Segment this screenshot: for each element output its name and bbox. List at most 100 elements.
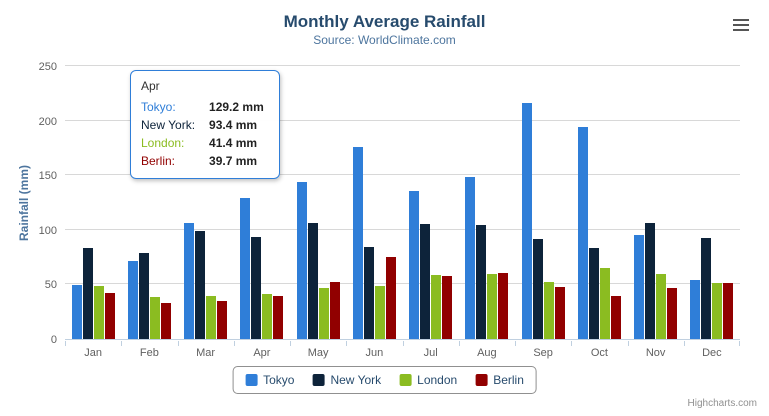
bar-tokyo-oct[interactable] (577, 127, 588, 339)
y-axis-tick-label: 100 (38, 224, 57, 237)
tooltip-row: Berlin: 39.7 mm (141, 152, 264, 170)
x-axis-tick (739, 341, 740, 346)
bar-london-apr[interactable] (262, 293, 273, 339)
x-axis-tick (515, 341, 516, 346)
bar-london-dec[interactable] (712, 283, 723, 339)
bar-tokyo-mar[interactable] (184, 222, 195, 339)
bar-new-york-apr[interactable] (251, 237, 262, 339)
bar-berlin-oct[interactable] (610, 296, 621, 339)
x-axis-category-label: Feb (139, 347, 159, 359)
x-axis-tick (402, 341, 404, 346)
export-menu-button[interactable] (729, 16, 753, 34)
legend-item-tokyo[interactable]: Tokyo (245, 373, 294, 387)
gridline (65, 228, 740, 230)
bar-new-york-oct[interactable] (588, 247, 599, 339)
bar-tokyo-sep[interactable] (521, 102, 532, 339)
bar-berlin-jul[interactable] (442, 276, 453, 339)
bar-berlin-may[interactable] (329, 281, 340, 339)
tooltip-series-value: 39.7 mm (209, 154, 258, 168)
bar-berlin-apr[interactable] (273, 295, 284, 339)
tooltip-header: Apr (141, 79, 160, 93)
gridline (65, 283, 740, 285)
tooltip-row: New York: 93.4 mm (141, 116, 264, 134)
bar-london-oct[interactable] (599, 267, 610, 339)
bar-new-york-jul[interactable] (420, 224, 431, 339)
tooltip-row: London: 41.4 mm (141, 134, 264, 152)
tooltip-row: Tokyo: 129.2 mm (141, 98, 264, 116)
gridline (65, 65, 740, 66)
x-axis-tick (571, 341, 573, 346)
bar-berlin-mar[interactable] (217, 301, 228, 339)
credits-link[interactable]: Highcharts.com (687, 398, 757, 409)
x-axis-category-label: Oct (590, 347, 608, 359)
x-axis-category-label: Mar (196, 347, 216, 359)
bar-new-york-aug[interactable] (476, 225, 487, 339)
legend-item-london[interactable]: London (399, 373, 457, 387)
x-axis-category-label: Jan (84, 347, 102, 359)
legend: Tokyo New York London Berlin (232, 366, 537, 394)
bar-london-feb[interactable] (149, 296, 160, 339)
bar-berlin-jan[interactable] (104, 292, 115, 339)
legend-label: Berlin (493, 373, 524, 387)
tooltip: Apr Tokyo: 129.2 mm New York: 93.4 mm London… (130, 70, 280, 179)
tooltip-series-name: London: (141, 136, 185, 150)
bar-new-york-mar[interactable] (195, 231, 206, 339)
bar-london-mar[interactable] (206, 296, 217, 339)
hamburger-icon (733, 19, 749, 31)
x-axis-category-label: Sep (533, 347, 553, 359)
x-axis-labels: Jan Feb Mar Apr May Jun Jul Aug Sep Oct Nov Dec (65, 347, 740, 361)
bar-berlin-aug[interactable] (498, 273, 509, 339)
bar-berlin-feb[interactable] (160, 302, 171, 339)
x-axis-category-label: Jul (423, 347, 438, 359)
bar-new-york-jan[interactable] (82, 247, 93, 339)
legend-swatch-icon (245, 374, 258, 386)
legend-label: London (417, 373, 458, 387)
chart-subtitle: Source: WorldClimate.com (313, 33, 456, 47)
x-axis-tick (121, 341, 123, 346)
bar-new-york-dec[interactable] (701, 238, 712, 339)
x-axis-tick (233, 341, 235, 346)
bar-berlin-sep[interactable] (554, 287, 565, 339)
bar-berlin-jun[interactable] (385, 256, 396, 339)
x-axis-category-label: Nov (645, 347, 666, 359)
x-axis-category-label: Aug (477, 347, 497, 359)
x-axis-category-label: Jun (365, 347, 384, 359)
bar-new-york-nov[interactable] (645, 222, 656, 339)
x-axis-tick (65, 341, 66, 346)
bar-new-york-jun[interactable] (363, 246, 374, 339)
x-axis-tick (683, 341, 685, 346)
bar-tokyo-jun[interactable] (352, 146, 363, 339)
bar-tokyo-nov[interactable] (634, 234, 645, 339)
bar-new-york-feb[interactable] (138, 252, 149, 339)
bar-berlin-dec[interactable] (723, 283, 734, 339)
bar-tokyo-aug[interactable] (465, 176, 476, 339)
y-axis-tick-label: 0 (50, 334, 57, 346)
bar-london-jan[interactable] (93, 285, 104, 339)
x-axis-category-label: Dec (702, 347, 722, 359)
x-axis-tick (458, 341, 460, 346)
bar-london-may[interactable] (318, 287, 329, 339)
x-axis-tick (346, 341, 348, 346)
bar-london-aug[interactable] (487, 273, 498, 339)
bar-tokyo-may[interactable] (296, 181, 307, 339)
bar-london-sep[interactable] (543, 281, 554, 339)
bar-tokyo-dec[interactable] (690, 279, 701, 339)
bar-london-nov[interactable] (656, 274, 667, 339)
y-axis-tick-label: 200 (38, 115, 57, 128)
y-axis-labels: 0 50 100 150 200 250 (0, 61, 57, 346)
tooltip-series-name: Berlin: (141, 154, 176, 168)
bar-tokyo-apr[interactable] (240, 197, 251, 339)
bar-new-york-sep[interactable] (532, 239, 543, 339)
bar-london-jun[interactable] (374, 286, 385, 339)
bar-london-jul[interactable] (431, 274, 442, 339)
bar-tokyo-jul[interactable] (409, 190, 420, 339)
x-axis-tick (627, 341, 629, 346)
bar-berlin-nov[interactable] (667, 287, 678, 339)
x-axis-tick (177, 341, 179, 346)
bar-new-york-may[interactable] (307, 223, 318, 339)
bar-tokyo-feb[interactable] (127, 260, 138, 339)
legend-swatch-icon (399, 374, 412, 386)
bar-tokyo-jan[interactable] (71, 284, 82, 339)
legend-item-new-york[interactable]: New York (312, 373, 381, 387)
legend-item-berlin[interactable]: Berlin (475, 373, 524, 387)
